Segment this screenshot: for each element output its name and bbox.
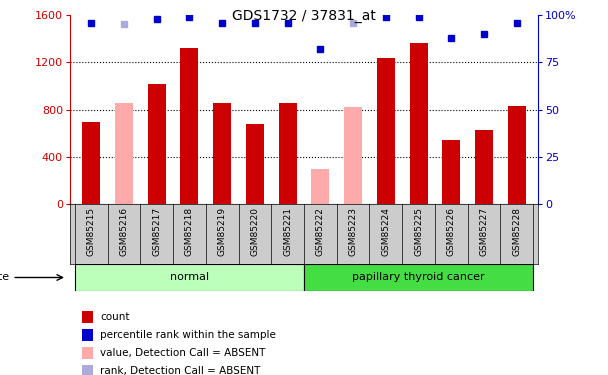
Text: rank, Detection Call = ABSENT: rank, Detection Call = ABSENT: [100, 366, 261, 375]
Bar: [246, 124, 264, 204]
Text: GSM85219: GSM85219: [218, 207, 227, 256]
Bar: [377, 58, 395, 204]
Bar: [278, 103, 297, 204]
Text: count: count: [100, 312, 130, 322]
Text: GSM85220: GSM85220: [250, 207, 260, 256]
Text: normal: normal: [170, 273, 209, 282]
Text: GSM85221: GSM85221: [283, 207, 292, 256]
Text: GSM85228: GSM85228: [513, 207, 521, 256]
Text: value, Detection Call = ABSENT: value, Detection Call = ABSENT: [100, 348, 266, 358]
Text: GSM85217: GSM85217: [152, 207, 161, 256]
Text: GSM85224: GSM85224: [381, 207, 390, 256]
Text: GDS1732 / 37831_at: GDS1732 / 37831_at: [232, 9, 376, 23]
Text: GSM85216: GSM85216: [119, 207, 128, 256]
Text: GSM85223: GSM85223: [348, 207, 358, 256]
Bar: [344, 107, 362, 204]
Bar: [508, 106, 526, 204]
Bar: [181, 48, 198, 204]
Bar: [148, 84, 165, 204]
Bar: [115, 103, 133, 204]
Bar: [213, 103, 231, 204]
Text: GSM85227: GSM85227: [480, 207, 489, 256]
Text: GSM85222: GSM85222: [316, 207, 325, 256]
Text: GSM85218: GSM85218: [185, 207, 194, 256]
Text: percentile rank within the sample: percentile rank within the sample: [100, 330, 276, 340]
Bar: [410, 44, 427, 204]
Bar: [311, 169, 330, 204]
Text: GSM85225: GSM85225: [414, 207, 423, 256]
Text: GSM85215: GSM85215: [87, 207, 95, 256]
Bar: [82, 122, 100, 204]
Text: disease state: disease state: [0, 273, 9, 282]
Bar: [475, 130, 493, 204]
Text: papillary thyroid cancer: papillary thyroid cancer: [352, 273, 485, 282]
Bar: [443, 141, 460, 204]
FancyBboxPatch shape: [304, 264, 533, 291]
FancyBboxPatch shape: [75, 264, 304, 291]
Text: GSM85226: GSM85226: [447, 207, 456, 256]
